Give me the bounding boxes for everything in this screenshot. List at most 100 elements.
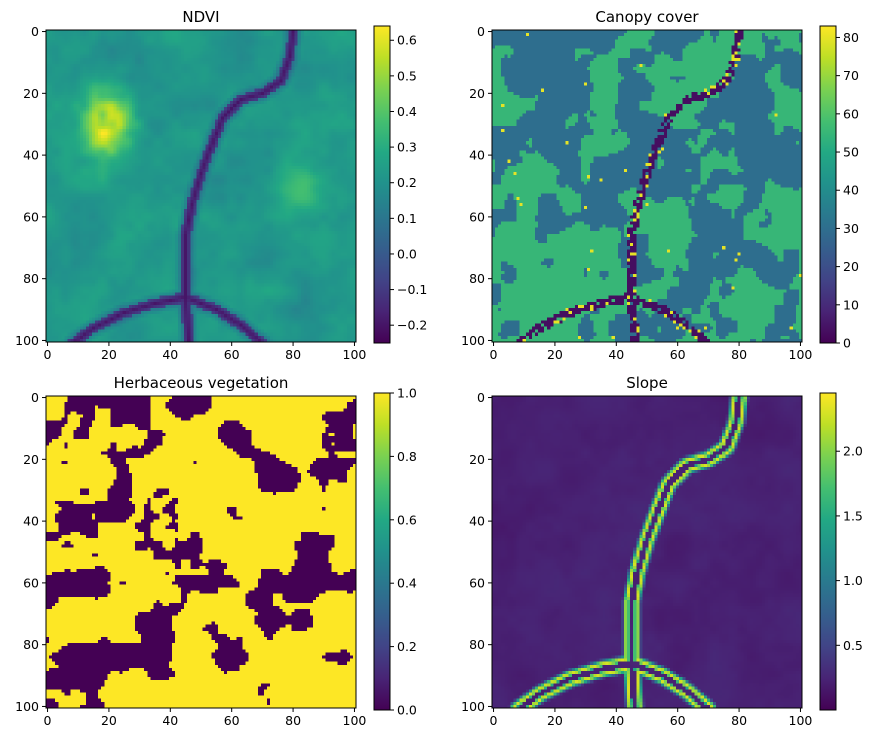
panel-2: Canopy cover 0 20 40 60 80 100 0 20 40 60 80 100 0 10 2… xyxy=(461,8,859,362)
y-tick-label: 100 xyxy=(15,699,39,714)
x-tick-label: 100 xyxy=(789,347,813,362)
x-tick-label: 0 xyxy=(44,713,52,728)
colorbar-frame xyxy=(373,25,391,344)
colorbar-tick-label: 40 xyxy=(843,183,859,198)
axes-frame xyxy=(45,395,357,709)
heatmap-image xyxy=(46,30,356,342)
colorbar-tick-label: −0.2 xyxy=(397,318,427,333)
colorbar-frame xyxy=(819,25,837,344)
y-tick-label: 60 xyxy=(23,209,39,224)
x-tick-label: 0 xyxy=(44,347,52,362)
y-tick-label: 20 xyxy=(23,86,39,101)
y-tick-label: 100 xyxy=(461,333,485,348)
colorbar-tick-label: 60 xyxy=(843,106,859,121)
colorbar-tick-label: 0.0 xyxy=(397,703,417,718)
colorbar-tick-label: 0.2 xyxy=(397,639,417,654)
colorbar-tick-label: −0.1 xyxy=(397,282,427,297)
y-tick-label: 80 xyxy=(469,637,485,652)
y-tick-label: 40 xyxy=(469,514,485,529)
x-tick-label: 40 xyxy=(162,347,178,362)
colorbar-tick-label: 0.4 xyxy=(397,576,417,591)
colorbar-tick-label: 0.3 xyxy=(397,140,417,155)
x-tick-label: 40 xyxy=(162,713,178,728)
y-tick-label: 60 xyxy=(23,575,39,590)
panel-title: Slope xyxy=(626,374,668,392)
y-tick-label: 20 xyxy=(469,452,485,467)
x-tick-label: 80 xyxy=(731,713,747,728)
colorbar-tick-label: 0.5 xyxy=(397,68,417,83)
y-tick-label: 60 xyxy=(469,209,485,224)
y-tick-label: 0 xyxy=(31,390,39,405)
colorbar-tick-label: 0 xyxy=(843,336,851,351)
y-tick-label: 60 xyxy=(469,575,485,590)
heatmap-image xyxy=(492,396,802,708)
colorbar-tick-label: 50 xyxy=(843,145,859,160)
y-tick-label: 40 xyxy=(23,514,39,529)
y-tick-label: 40 xyxy=(469,148,485,163)
x-tick-label: 60 xyxy=(224,347,240,362)
x-tick-label: 80 xyxy=(285,347,301,362)
y-tick-label: 80 xyxy=(23,271,39,286)
panel-title: Herbaceous vegetation xyxy=(114,374,289,392)
x-tick-label: 80 xyxy=(731,347,747,362)
colorbar-frame xyxy=(373,392,391,711)
x-tick-label: 20 xyxy=(547,347,563,362)
colorbar xyxy=(374,26,390,343)
x-tick-label: 20 xyxy=(101,347,117,362)
x-tick-label: 100 xyxy=(343,713,367,728)
colorbar-tick-label: 0.8 xyxy=(397,449,417,464)
y-tick-label: 0 xyxy=(31,24,39,39)
panel-4: Slope 0 20 40 60 80 100 0 20 40 60 80 100 0.5 1.0 1.5 2.… xyxy=(461,374,863,728)
y-tick-label: 100 xyxy=(15,333,39,348)
colorbar-tick-label: 0.6 xyxy=(397,33,417,48)
axes-frame xyxy=(491,395,803,709)
y-tick-label: 80 xyxy=(469,271,485,286)
colorbar xyxy=(374,393,390,710)
heatmap-image xyxy=(46,396,356,708)
y-tick-label: 40 xyxy=(23,148,39,163)
y-tick-label: 20 xyxy=(469,86,485,101)
panel-title: Canopy cover xyxy=(595,8,699,26)
y-tick-label: 100 xyxy=(461,699,485,714)
axes-frame xyxy=(491,29,803,343)
x-tick-label: 40 xyxy=(608,347,624,362)
colorbar-tick-label: 80 xyxy=(843,30,859,45)
colorbar-tick-label: 1.0 xyxy=(843,573,863,588)
colorbar-tick-label: 0.2 xyxy=(397,175,417,190)
panel-title: NDVI xyxy=(182,8,219,26)
colorbar-tick-label: 1.5 xyxy=(843,508,863,523)
x-tick-label: 60 xyxy=(670,713,686,728)
panel-3: Herbaceous vegetation 0 20 40 60 80 100 0 20 40 60… xyxy=(15,374,417,728)
x-tick-label: 60 xyxy=(670,347,686,362)
y-tick-label: 80 xyxy=(23,637,39,652)
colorbar-frame xyxy=(819,392,837,711)
colorbar-tick-label: 10 xyxy=(843,297,859,312)
colorbar-tick-label: 2.0 xyxy=(843,444,863,459)
colorbar-tick-label: 0.4 xyxy=(397,104,417,119)
x-tick-label: 100 xyxy=(343,347,367,362)
x-tick-label: 40 xyxy=(608,713,624,728)
x-tick-label: 0 xyxy=(490,347,498,362)
colorbar-tick-label: 1.0 xyxy=(397,386,417,401)
colorbar-tick-label: 0.0 xyxy=(397,246,417,261)
heatmap-image xyxy=(492,30,802,342)
x-tick-label: 20 xyxy=(547,713,563,728)
colorbar-tick-label: 0.5 xyxy=(843,638,863,653)
colorbar-tick-label: 0.1 xyxy=(397,211,417,226)
axes-frame xyxy=(45,29,357,343)
colorbar-tick-label: 70 xyxy=(843,68,859,83)
colorbar xyxy=(820,26,836,343)
x-tick-label: 0 xyxy=(490,713,498,728)
colorbar-tick-label: 20 xyxy=(843,259,859,274)
colorbar-tick-label: 30 xyxy=(843,221,859,236)
panel-1: NDVI 0 20 40 60 80 100 0 20 40 60 80 100 −0.2 −0.1 0.0 0… xyxy=(15,8,427,362)
y-tick-label: 0 xyxy=(477,390,485,405)
x-tick-label: 20 xyxy=(101,713,117,728)
colorbar xyxy=(820,393,836,710)
x-tick-label: 60 xyxy=(224,713,240,728)
x-tick-label: 80 xyxy=(285,713,301,728)
colorbar-tick-label: 0.6 xyxy=(397,512,417,527)
y-tick-label: 20 xyxy=(23,452,39,467)
y-tick-label: 0 xyxy=(477,24,485,39)
